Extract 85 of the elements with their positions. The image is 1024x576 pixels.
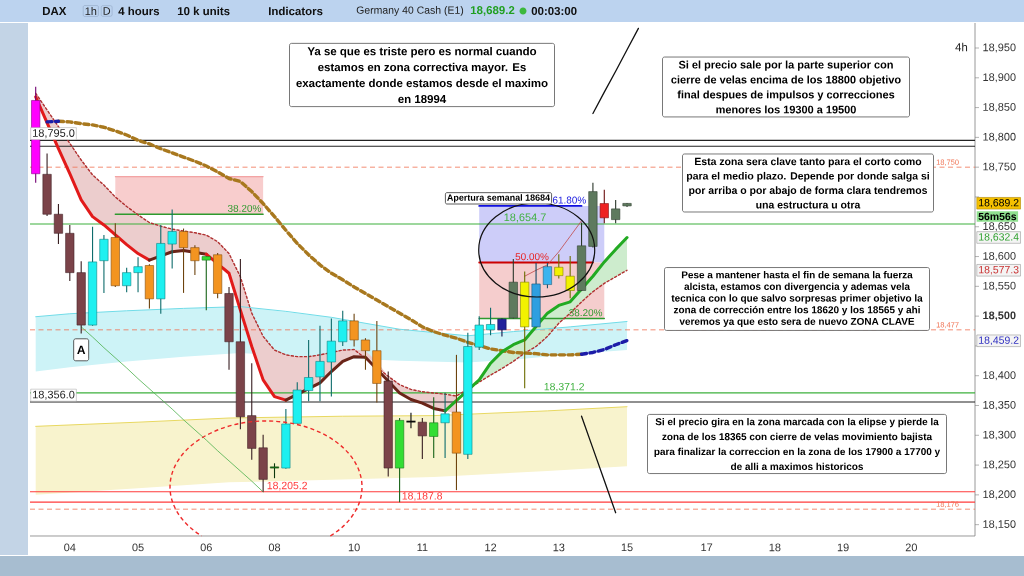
- annotation: 61.80%: [552, 196, 586, 204]
- candlestick: [360, 337, 370, 371]
- y-tick-label: 18,300: [983, 430, 1016, 440]
- y-tick-label: 18,550: [983, 281, 1016, 291]
- y-tick-label: 18,150: [983, 520, 1016, 530]
- y-tick-label: 18,400: [983, 371, 1016, 381]
- annotation: 4h: [955, 42, 968, 52]
- annotation: 38.20%: [227, 204, 261, 212]
- candlestick: [554, 253, 564, 280]
- annotation: Esta zona sera clave tanto para el corto como para el medio plazo. Depende por donde salga si por arriba o por abajo de forma clara tendremos una estructura u otra: [687, 157, 929, 209]
- x-tick-label: 04: [64, 543, 76, 552]
- line-series: [592, 27, 640, 115]
- x-tick-label: 17: [701, 543, 713, 552]
- y-tick-label: 18,600: [983, 252, 1016, 262]
- y-tick-label: 18,750: [983, 162, 1016, 172]
- text: 10 k units: [177, 6, 230, 16]
- candlestick: [611, 199, 621, 224]
- x-tick-label: 12: [485, 543, 497, 552]
- y-tick-label: 18,950: [983, 43, 1016, 53]
- candlestick: [542, 262, 552, 289]
- x-tick-label: 20: [905, 543, 917, 552]
- candlestick: [99, 234, 109, 294]
- text: 18,689.2: [470, 6, 515, 16]
- x-tick-label: 19: [837, 543, 849, 552]
- annotation: Si el precio sale por la parte superior con cierre de velas encima de los 18800 objetivo final despues de impulsos y correcciones menores los 19300 a 19500: [671, 60, 901, 114]
- candlestick: [326, 317, 336, 398]
- y-tick-label: 18,800: [983, 132, 1016, 142]
- annotation: 50.00%: [515, 253, 549, 261]
- line-series: [35, 406, 628, 427]
- text: 1h: [85, 7, 97, 15]
- text: 18,459.2: [979, 336, 1019, 346]
- text: DAX: [42, 7, 67, 15]
- y-tick-label: 18,250: [983, 460, 1016, 470]
- annotation: Si el precio gira en la zona marcada con la elipse y pierde la zona de los 18365 con cierre de velas movimiento bajista para finalizar la correccion en la zona de los 17900 a 17700 y de alli a maximos historicos: [654, 417, 941, 471]
- text: 56m56s: [978, 212, 1017, 221]
- candlestick: [304, 339, 314, 402]
- text: 18,577.3: [979, 265, 1019, 275]
- text: 4 hours: [118, 6, 160, 16]
- candlestick: [565, 255, 575, 299]
- text: Indicators: [268, 6, 323, 16]
- x-tick-label: 15: [621, 543, 633, 552]
- candlestick: [349, 313, 359, 348]
- y-tick-label: 18,650: [983, 222, 1016, 232]
- candlestick: [440, 392, 450, 459]
- text: 18,689.2: [979, 198, 1019, 208]
- candlestick: [417, 417, 427, 460]
- y-tick-label: 18,900: [983, 73, 1016, 83]
- x-tick-label: 13: [553, 543, 565, 552]
- candlestick: [179, 227, 189, 294]
- candlestick: [338, 310, 348, 347]
- candlestick: [53, 203, 63, 245]
- ref-line-label: 18,356.0: [33, 390, 75, 400]
- y-tick-label: 18,350: [983, 400, 1016, 411]
- x-tick-label: 08: [268, 543, 281, 552]
- line-series: [580, 415, 617, 514]
- chart-title: Germany 40 Cash (E1): [356, 6, 464, 16]
- annotation: A: [77, 345, 86, 354]
- ref-line-label: 18,205.2: [267, 481, 307, 491]
- candlestick: [201, 255, 211, 311]
- text: 00:03:00: [531, 6, 577, 16]
- text: 18,632.4: [979, 233, 1019, 242]
- annotation: 38.20%: [569, 309, 603, 317]
- annotation: Pese a mantener hasta el fin de semana la fuerza alcista, estamos con divergencia y ademas vela tecnica con lo que salvo sorpresas primer objetivo la zona de corrección entre los 18620 y los 18565 y ahi veremos ya que esto sera de nuevo ZONA CLAVE: [671, 271, 923, 327]
- annotation: Apertura semanal 18684: [447, 194, 551, 203]
- text: D: [103, 7, 111, 15]
- ref-line-label: 18,187.8: [402, 492, 443, 501]
- y-tick-label: 18,200: [983, 490, 1016, 500]
- candlestick: [599, 189, 609, 224]
- candlestick: [429, 396, 439, 459]
- x-tick-label: 05: [132, 543, 144, 552]
- x-tick-label: 06: [200, 543, 212, 552]
- candlestick: [315, 325, 325, 402]
- annotation: Ya se que es triste pero es normal cuando estamos en zona correctiva mayor. Es exactamente donde estamos desde el maximo en 18994: [296, 46, 548, 104]
- ref-line-label: 18,371.2: [544, 382, 584, 392]
- line-series: [35, 306, 628, 337]
- candlestick: [190, 244, 200, 276]
- y-tick-label: 18,500: [983, 311, 1016, 321]
- ref-line-label: 18,795.0: [33, 129, 75, 139]
- x-tick-label: 10: [348, 543, 360, 552]
- ref-line-label: 18,654.7: [504, 213, 546, 223]
- line-series: [579, 338, 629, 356]
- candlestick: [486, 307, 496, 336]
- x-tick-label: 11: [417, 543, 428, 552]
- x-tick-label: 18: [769, 543, 781, 552]
- y-tick-label: 18,850: [983, 103, 1016, 113]
